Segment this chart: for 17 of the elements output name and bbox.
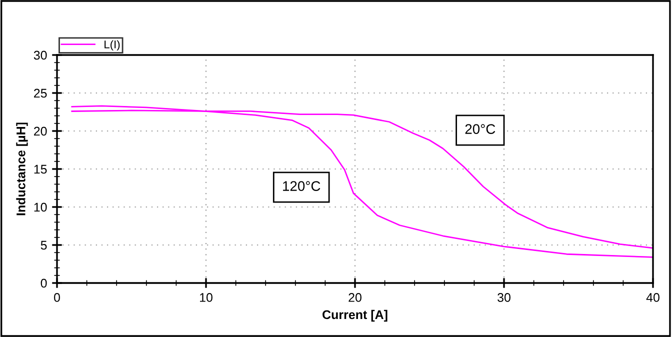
- y-tick-label: 30: [34, 50, 47, 60]
- y-axis-title: Inductance [µH]: [16, 122, 28, 216]
- y-tick-label: 20: [34, 126, 47, 136]
- annotation: 120°C: [283, 181, 320, 191]
- annotation: 20°C: [465, 124, 496, 134]
- x-tick-label: 20: [348, 293, 362, 302]
- x-tick-label: 40: [646, 293, 660, 302]
- x-tick-label: 30: [498, 293, 510, 302]
- legend-label: L(I): [104, 40, 120, 51]
- y-tick-label: 0: [40, 278, 47, 288]
- y-tick-label: 10: [34, 202, 47, 212]
- y-tick-label: 15: [34, 164, 47, 174]
- y-tick-label: 25: [34, 88, 47, 98]
- x-tick-label: 0: [54, 293, 60, 302]
- x-tick-label: 10: [200, 293, 212, 302]
- x-axis-title: Current [A]: [322, 310, 388, 322]
- y-tick-label: 5: [40, 240, 47, 250]
